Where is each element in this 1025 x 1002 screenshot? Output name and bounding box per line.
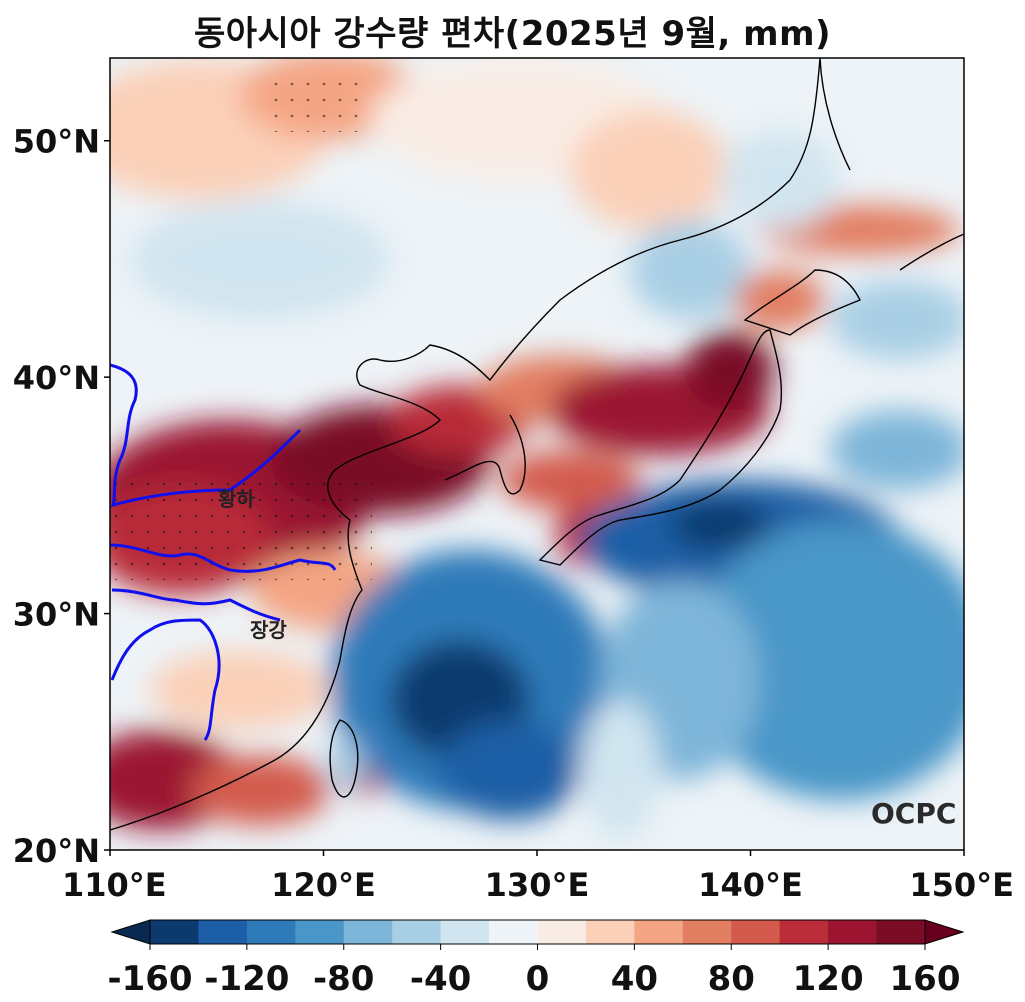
colorbar-tick-label: -120 [204, 959, 289, 999]
colorbar-swatch [246, 920, 296, 944]
lon-tick-label: 130°E [485, 866, 590, 904]
colorbar-tick-label: -160 [107, 959, 192, 999]
colorbar-swatch [392, 920, 442, 944]
rivers [110, 363, 337, 741]
colorbar-swatch [440, 920, 490, 944]
lon-tick-label: 150°E [909, 866, 1014, 904]
colorbar-swatch [682, 920, 732, 944]
colorbar-swatch [585, 920, 635, 944]
colorbar-swatch [779, 920, 829, 944]
colorbar-tick-label: -40 [410, 959, 471, 999]
river-label-yellow: 황하 [218, 487, 255, 511]
colorbar-extend-high [924, 919, 965, 945]
colorbar-swatch [731, 920, 781, 944]
colorbar-swatch [343, 920, 393, 944]
colorbar-tick-label: 40 [611, 959, 658, 999]
colorbar-swatch [634, 920, 684, 944]
colorbar-tick-label: -80 [313, 959, 374, 999]
colorbar-swatch [537, 920, 587, 944]
lon-tick-label: 120°E [271, 866, 376, 904]
colorbar-tick-label: 160 [890, 959, 961, 999]
colorbar-tick-label: 120 [793, 959, 864, 999]
latitude-axis: 20°N 30°N 40°N 50°N [13, 123, 110, 870]
river-label-yangtze: 장강 [250, 618, 287, 642]
yangtze-river-path [110, 543, 337, 573]
colorbar-swatch [198, 920, 248, 944]
yellow-river-path [110, 363, 302, 508]
ocpc-credit: OCPC [871, 797, 956, 830]
colorbar-extend-low [110, 919, 151, 945]
colorbar-swatch [150, 920, 199, 944]
coastlines [110, 58, 964, 831]
colorbar: -160 -120 -80 -40 0 40 80 120 160 [107, 919, 965, 999]
lat-tick-label: 40°N [13, 359, 100, 397]
river-labels: 황하 장강 [218, 487, 287, 642]
colorbar-swatch [295, 920, 345, 944]
longitude-axis: 110°E 120°E 130°E 140°E 150°E [62, 850, 1014, 904]
colorbar-tick-label: 80 [708, 959, 755, 999]
lat-tick-label: 50°N [13, 123, 100, 161]
lon-tick-label: 140°E [698, 866, 803, 904]
colorbar-tick-label: 0 [526, 959, 550, 999]
yangtze-tributary-path [111, 588, 281, 622]
colorbar-swatch [876, 920, 926, 944]
colorbar-swatch [828, 920, 878, 944]
lon-tick-label: 110°E [62, 866, 167, 904]
colorbar-swatch [489, 920, 538, 944]
map-title: 동아시아 강수량 편차(2025년 9월, mm) [193, 14, 832, 54]
lat-tick-label: 30°N [13, 596, 100, 634]
anomaly-field [110, 58, 964, 850]
lat-tick-label: 20°N [13, 832, 100, 870]
